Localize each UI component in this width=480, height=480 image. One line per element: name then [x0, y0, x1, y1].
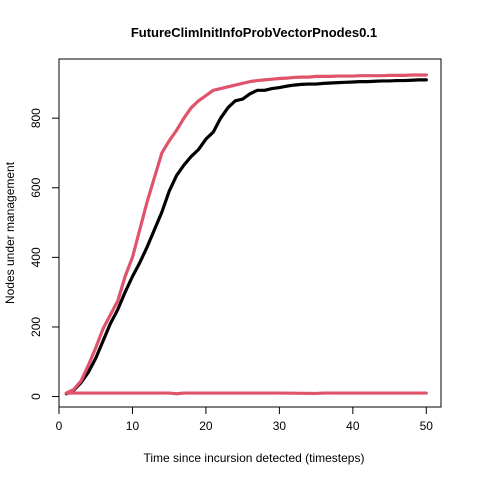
x-axis: 0 10 20 30 40 50	[56, 406, 434, 433]
x-tick-label-20: 20	[199, 419, 213, 433]
x-tick-label-30: 30	[273, 419, 287, 433]
y-tick-label-200: 200	[29, 317, 43, 337]
series-layer	[64, 73, 428, 396]
series-line-3	[64, 391, 428, 396]
x-tick-label-0: 0	[56, 419, 63, 433]
x-tick-label-50: 50	[420, 419, 434, 433]
y-tick-label-0: 0	[29, 393, 43, 400]
y-tick-label-400: 400	[29, 247, 43, 267]
x-tick-label-10: 10	[126, 419, 140, 433]
y-tick-label-800: 800	[29, 108, 43, 128]
x-tick-label-40: 40	[346, 419, 360, 433]
y-axis: 0 200 400 600 800	[29, 108, 60, 400]
series-line-2	[64, 73, 428, 395]
y-axis-label: Nodes under management	[3, 161, 17, 304]
y-tick-label-600: 600	[29, 177, 43, 197]
x-axis-label: Time since incursion detected (timesteps…	[144, 451, 365, 465]
series-line-1	[64, 78, 428, 396]
chart-title: FutureClimInitInfoProbVectorPnodes0.1	[131, 25, 377, 40]
plot-frame	[58, 58, 442, 408]
